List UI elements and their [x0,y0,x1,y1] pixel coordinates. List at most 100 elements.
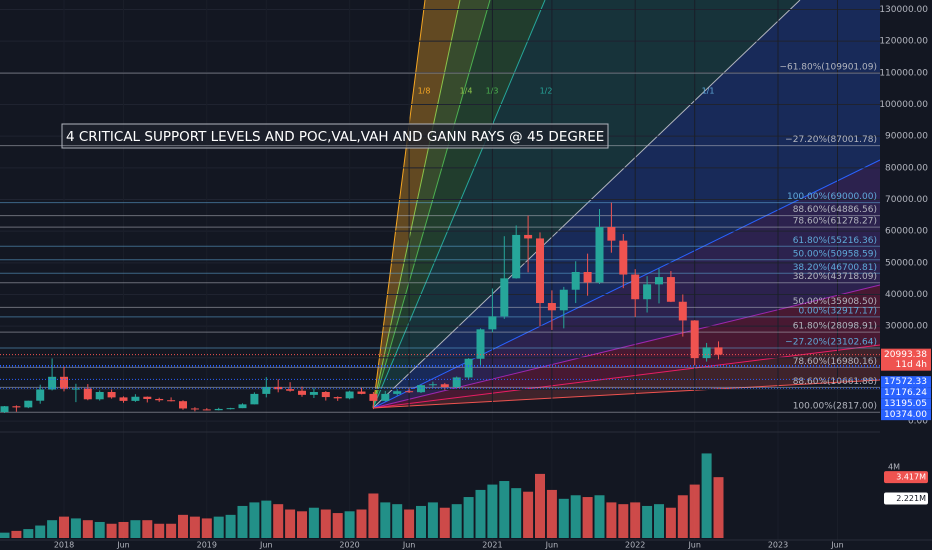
volume-bar [273,504,284,538]
x-tick-label: 2020 [339,541,359,550]
candle-body [155,398,164,401]
gann-ray [372,379,881,409]
volume-bar [499,481,510,538]
volume-bar [451,504,462,538]
candle-body [381,393,390,401]
volume-bar [392,504,403,538]
candle-body [274,386,283,390]
volume-bar [94,521,105,538]
y-tick-label: 110000.00 [879,68,928,78]
candle-body [345,391,354,399]
chart-title: 4 CRITICAL SUPPORT LEVELS AND POC,VAL,VA… [66,129,604,145]
volume-bar [582,497,593,538]
volume-bar [59,516,69,538]
volume-bar [142,520,153,538]
price-axis [880,0,932,550]
candle-body [333,397,342,399]
volume-bar [308,507,319,538]
volume-bar [70,518,81,538]
candle-body [595,227,604,283]
candle-body [369,393,378,401]
fib-label: 88.60%(64886.56) [793,205,877,215]
candle-body [405,391,414,393]
candle-body [131,396,140,401]
fib-label: −27.20%(23102.64) [785,337,877,347]
candle-body [167,400,176,402]
volume-bar [201,518,212,538]
volume-bar [546,489,557,538]
candle-body [24,400,33,408]
x-tick-label: Jun [259,541,273,550]
candle-body [179,401,187,409]
candle-body [655,277,663,285]
volume-bar [463,497,474,538]
candle-body [321,392,330,398]
volume-bar [677,495,688,538]
volume-bar [344,511,355,538]
candle-body [190,408,199,410]
volume-bar [166,523,177,538]
fib-label: −27.20%(87001.78) [785,135,877,145]
gann-ray [372,159,881,409]
candle-body [607,227,616,241]
fib-label: −61.80%(109901.09) [779,63,877,73]
volume-bar [558,498,569,538]
gann-ray [372,0,461,409]
volume-bar [606,502,617,538]
fib-label: 88.60%(10661.88) [793,377,877,387]
volume-bar [511,488,522,538]
fib-label: 61.80%(55216.36) [793,236,877,246]
volume-bar [11,530,22,538]
gann-ray [372,0,491,409]
candle-body [428,384,437,386]
candle-body [83,388,92,400]
gann-ray [372,0,426,409]
volume-bar [618,504,629,538]
y-tick-label: 70000.00 [885,195,928,205]
fib-label: 61.80%(28098.91) [793,322,877,332]
fib-label: 0.00%(32917.17) [798,306,877,316]
volume-bar [416,505,426,538]
candle-body [464,358,473,378]
title-box [61,123,609,149]
x-tick-label: Jun [830,541,844,550]
candle-body [226,408,235,410]
volume-bar [106,523,117,538]
price-badge [881,409,931,421]
volume-bar [154,523,165,538]
x-tick-label: 2018 [54,541,74,550]
candle-body [12,406,21,408]
y-tick-label: 60000.00 [885,227,928,237]
fib-label: 100.00%(69000.00) [787,192,877,202]
x-tick-label: Jun [402,541,416,550]
candle-body [262,386,271,394]
gann-label: 1/1 [702,87,715,96]
y-tick-label: 90000.00 [885,132,928,142]
fib-label: 50.00%(35908.50) [793,297,877,307]
candle-body [476,329,485,359]
y-tick-label: 80000.00 [885,163,928,173]
candle-body [214,408,223,411]
volume-bar [689,484,700,538]
candle-body [143,396,152,399]
y-tick-label: 120000.00 [879,37,928,47]
price-badge [881,398,931,410]
volume-bar [487,484,498,538]
candle-body [559,289,568,311]
volume-bar [249,502,260,538]
candle-body [571,271,580,290]
volume-bar [320,509,331,538]
volume-bar [427,502,438,538]
x-tick-label: 2023 [768,541,788,550]
price-badge [881,387,931,399]
volume-bar [285,509,296,538]
price-badge-label: 10374.00 [884,410,927,420]
volume-tick-label: 4M [888,462,900,471]
candle-body [119,397,128,401]
candle-body [309,392,318,395]
candle-body [48,376,57,390]
volume-bar [332,513,343,538]
volume-badge-label: 3.417M [896,473,926,482]
candle-body [440,384,449,387]
